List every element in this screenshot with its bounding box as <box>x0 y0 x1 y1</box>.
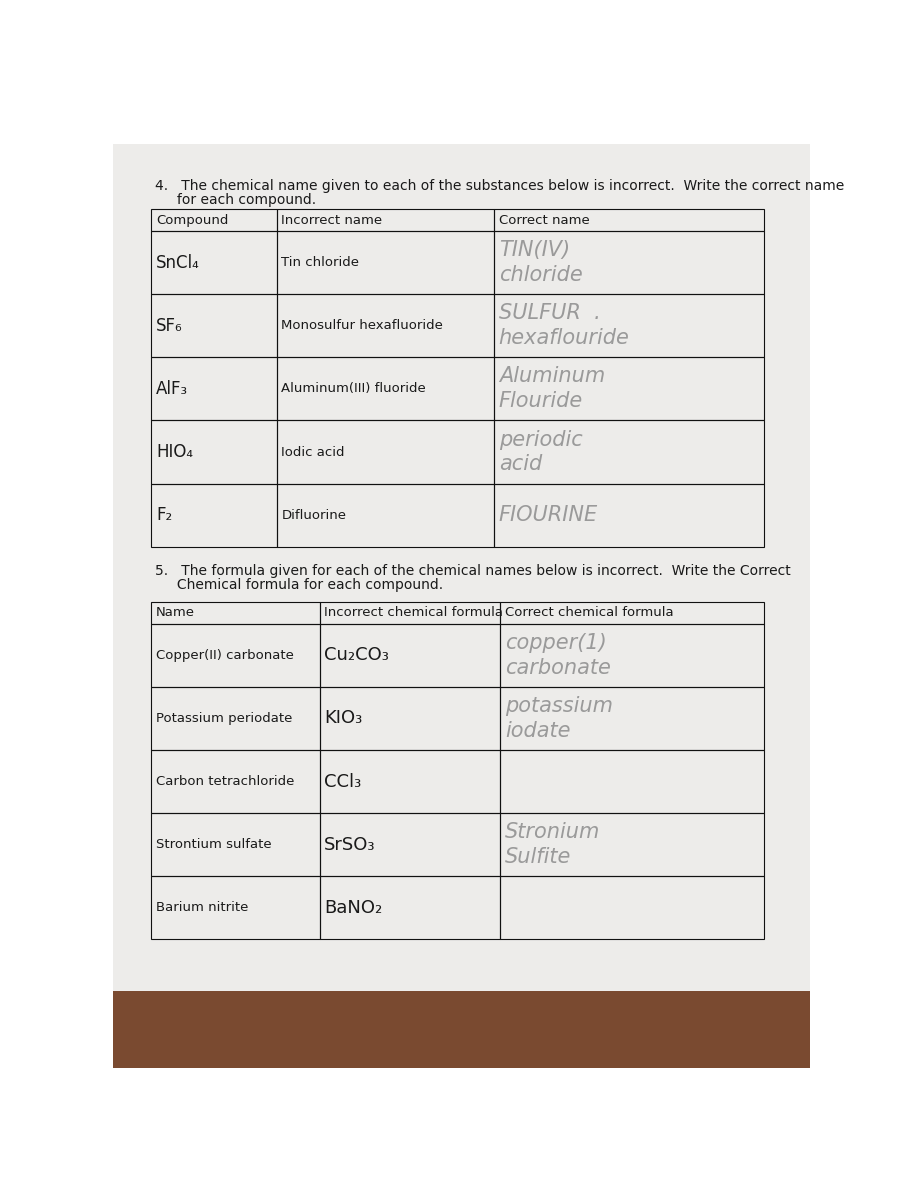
Bar <box>277 484 494 547</box>
Bar <box>494 358 763 420</box>
Text: Monosulfur hexafluoride: Monosulfur hexafluoride <box>282 319 444 332</box>
Bar <box>277 210 494 232</box>
Text: Stronium
Sulfite: Stronium Sulfite <box>505 822 600 868</box>
Bar <box>494 484 763 547</box>
Bar <box>494 232 763 294</box>
Bar <box>500 814 763 876</box>
Bar <box>277 420 494 484</box>
Text: periodic
acid: periodic acid <box>499 430 582 474</box>
Text: SnCl₄: SnCl₄ <box>156 253 200 271</box>
Text: copper(1)
carbonate: copper(1) carbonate <box>505 632 611 678</box>
Bar <box>500 686 763 750</box>
Bar <box>277 294 494 358</box>
Text: Aluminum
Flouride: Aluminum Flouride <box>499 366 605 412</box>
Bar <box>500 750 763 814</box>
Bar <box>151 210 277 232</box>
Text: potassium
iodate: potassium iodate <box>505 696 613 740</box>
Text: SF₆: SF₆ <box>156 317 183 335</box>
Bar <box>151 420 277 484</box>
Text: Barium nitrite: Barium nitrite <box>156 901 248 914</box>
Bar <box>151 602 320 624</box>
Text: Compound: Compound <box>156 214 229 227</box>
Bar <box>277 358 494 420</box>
Bar <box>500 602 763 624</box>
Bar <box>151 750 320 814</box>
Bar <box>151 876 320 940</box>
Bar <box>320 876 500 940</box>
Bar <box>151 686 320 750</box>
Text: CCl₃: CCl₃ <box>324 773 362 791</box>
Bar <box>151 624 320 686</box>
Text: Iodic acid: Iodic acid <box>282 445 345 458</box>
Text: Name: Name <box>156 606 195 619</box>
Bar <box>151 232 277 294</box>
Text: KIO₃: KIO₃ <box>324 709 363 727</box>
Text: Correct chemical formula: Correct chemical formula <box>505 606 673 619</box>
Text: Carbon tetrachloride: Carbon tetrachloride <box>156 775 294 788</box>
Bar <box>500 876 763 940</box>
Text: Incorrect chemical formula: Incorrect chemical formula <box>324 606 503 619</box>
Bar <box>320 750 500 814</box>
Bar <box>151 814 320 876</box>
Bar <box>151 484 277 547</box>
Text: for each compound.: for each compound. <box>155 192 316 206</box>
Text: AlF₃: AlF₃ <box>156 380 188 398</box>
Text: F₂: F₂ <box>156 506 172 524</box>
Bar <box>494 210 763 232</box>
Text: Correct name: Correct name <box>499 214 590 227</box>
Text: Aluminum(III) fluoride: Aluminum(III) fluoride <box>282 383 427 395</box>
Bar <box>320 624 500 686</box>
Bar <box>151 294 277 358</box>
Text: TIN(IV)
chloride: TIN(IV) chloride <box>499 240 582 284</box>
Text: HIO₄: HIO₄ <box>156 443 193 461</box>
Bar <box>320 602 500 624</box>
Bar <box>500 624 763 686</box>
Bar <box>320 814 500 876</box>
Text: 4.   The chemical name given to each of the substances below is incorrect.  Writ: 4. The chemical name given to each of th… <box>155 179 844 193</box>
Text: Difluorine: Difluorine <box>282 509 346 522</box>
Text: 5.   The formula given for each of the chemical names below is incorrect.  Write: 5. The formula given for each of the che… <box>155 564 791 577</box>
Text: SULFUR  .
hexaflouride: SULFUR . hexaflouride <box>499 304 630 348</box>
Text: Potassium periodate: Potassium periodate <box>156 712 292 725</box>
Text: Strontium sulfate: Strontium sulfate <box>156 838 272 851</box>
Text: Copper(II) carbonate: Copper(II) carbonate <box>156 649 293 661</box>
Text: SrSO₃: SrSO₃ <box>324 835 376 853</box>
Bar <box>494 294 763 358</box>
Bar <box>112 968 810 1068</box>
Text: Cu₂CO₃: Cu₂CO₃ <box>324 647 389 665</box>
Text: BaNO₂: BaNO₂ <box>324 899 382 917</box>
Text: Chemical formula for each compound.: Chemical formula for each compound. <box>155 577 443 592</box>
Text: Tin chloride: Tin chloride <box>282 256 359 269</box>
Text: FIOURINE: FIOURINE <box>499 505 598 526</box>
Bar <box>320 686 500 750</box>
Bar <box>151 358 277 420</box>
Text: Incorrect name: Incorrect name <box>282 214 382 227</box>
Bar <box>277 232 494 294</box>
Bar <box>494 420 763 484</box>
